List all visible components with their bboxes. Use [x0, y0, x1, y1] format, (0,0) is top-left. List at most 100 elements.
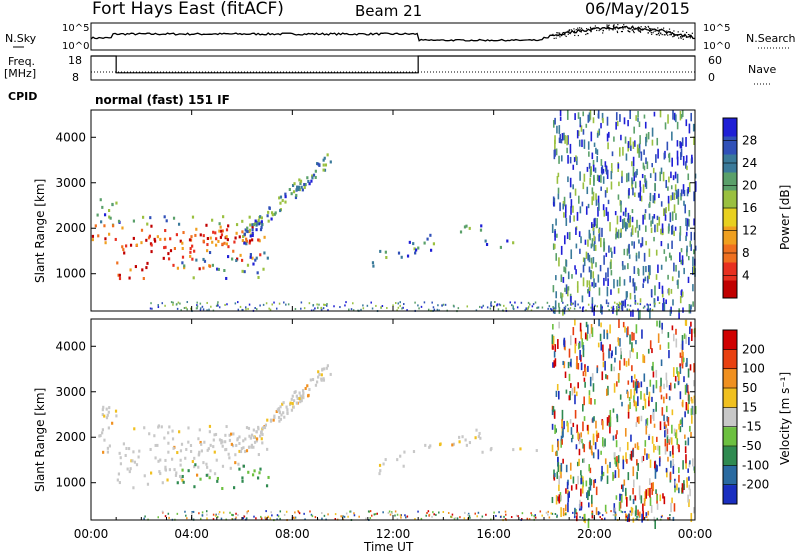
heatmap-cell [468, 441, 472, 445]
heatmap-cell [520, 301, 523, 304]
heatmap-cell [279, 209, 282, 213]
heatmap-cell [417, 304, 419, 307]
nsearch-point [690, 35, 692, 38]
heatmap-cell [248, 241, 251, 245]
heatmap-cell [292, 516, 295, 519]
heatmap-cell [117, 219, 121, 223]
heatmap-cell [557, 187, 560, 194]
heatmap-cell [637, 380, 639, 389]
heatmap-cell [640, 243, 642, 248]
heatmap-cell [539, 510, 542, 513]
heatmap-cell [554, 451, 557, 456]
heatmap-cell [679, 363, 681, 368]
heatmap-cell [584, 367, 587, 377]
heatmap-cell [656, 320, 658, 327]
heatmap-cell [694, 405, 697, 415]
heatmap-cell [579, 306, 581, 309]
heatmap-cell [297, 188, 300, 192]
heatmap-cell [573, 157, 576, 163]
heatmap-cell [653, 214, 656, 219]
heatmap-cell [606, 475, 609, 484]
heatmap-cell [638, 416, 640, 424]
heatmap-cell [150, 302, 152, 305]
heatmap-cell [621, 261, 624, 267]
heatmap-cell [597, 449, 600, 460]
heatmap-cell [397, 306, 400, 309]
heatmap-cell [634, 443, 637, 449]
heatmap-cell [553, 351, 556, 358]
heatmap-cell [265, 517, 267, 520]
heatmap-cell [660, 167, 663, 175]
heatmap-cell [176, 303, 178, 306]
heatmap-cell [567, 135, 569, 145]
heatmap-cell [371, 261, 375, 265]
heatmap-cell [648, 269, 650, 280]
heatmap-cell [582, 371, 585, 377]
heatmap-cell [643, 373, 646, 382]
heatmap-cell [591, 152, 594, 160]
nsearch-point [665, 33, 668, 35]
heatmap-cell [691, 154, 693, 159]
heatmap-cell [192, 510, 195, 513]
heatmap-cell [205, 223, 208, 227]
heatmap-cell [653, 236, 655, 242]
heatmap-cell [535, 449, 538, 453]
heatmap-cell [690, 408, 693, 416]
heatmap-cell [657, 148, 659, 159]
heatmap-cell [693, 266, 695, 274]
heatmap-cell [277, 515, 280, 518]
heatmap-cell [179, 458, 182, 462]
heatmap-cell [573, 386, 576, 394]
heatmap-cell [251, 473, 255, 477]
heatmap-cell [220, 438, 223, 442]
heatmap-cell [597, 342, 600, 348]
heatmap-cell [633, 332, 635, 341]
heatmap-cell [575, 227, 577, 235]
heatmap-cell [591, 494, 593, 504]
heatmap-cell [629, 292, 632, 300]
heatmap-cell [132, 236, 135, 240]
heatmap-cell [679, 426, 682, 433]
heatmap-cell [661, 322, 663, 330]
heatmap-cell [291, 394, 294, 398]
heatmap-cell [554, 424, 556, 434]
heatmap-cell [206, 448, 209, 452]
heatmap-cell [570, 427, 573, 435]
heatmap-cell [581, 295, 584, 303]
heatmap-cell [637, 192, 640, 198]
heatmap-cell [582, 129, 585, 135]
x-tick-label: 12:00 [376, 527, 411, 541]
heatmap-cell [618, 309, 620, 312]
heatmap-cell [606, 133, 609, 142]
heatmap-cell [461, 435, 464, 439]
heatmap-cell [245, 449, 249, 453]
heatmap-cell [571, 387, 574, 396]
heatmap-cell [678, 371, 680, 381]
heatmap-cell [672, 367, 675, 377]
nsearch-point [674, 34, 676, 36]
heatmap-cell [670, 195, 672, 201]
heatmap-cell [567, 502, 569, 513]
heatmap-cell [126, 467, 129, 471]
heatmap-cell [661, 407, 664, 416]
heatmap-cell [308, 302, 311, 305]
heatmap-cell [561, 293, 564, 298]
heatmap-cell [288, 187, 291, 191]
heatmap-cell [318, 163, 321, 167]
heatmap-cell [580, 475, 583, 481]
heatmap-cell [626, 248, 629, 256]
heatmap-cell [599, 264, 602, 272]
heatmap-cell [560, 435, 563, 441]
colorbar-tick-label: 24 [742, 156, 757, 170]
heatmap-cell [620, 495, 623, 503]
nsearch-point [652, 32, 654, 34]
heatmap-cell [512, 305, 514, 308]
heatmap-cell [148, 432, 151, 436]
heatmap-cell [605, 388, 608, 396]
heatmap-cell [230, 442, 233, 446]
nsearch-point [614, 27, 616, 29]
heatmap-cell [564, 305, 567, 308]
heatmap-cell [688, 394, 690, 405]
heatmap-cell [216, 267, 219, 271]
nsky-tick-high: 10^5 [62, 23, 89, 34]
